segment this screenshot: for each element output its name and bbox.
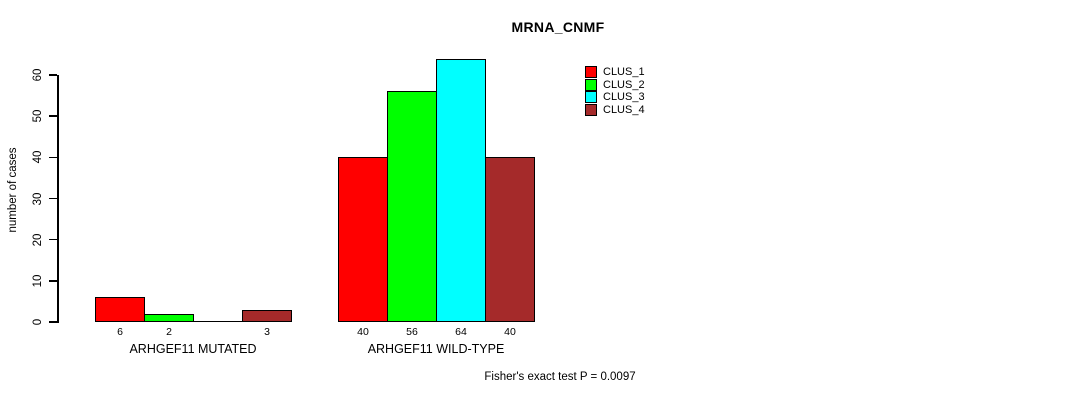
legend-item: CLUS_1 (585, 66, 645, 79)
legend-swatch-icon (585, 91, 597, 104)
bar (144, 313, 194, 322)
y-axis-line (57, 74, 59, 323)
y-tick (49, 238, 57, 241)
bar-value-label: 56 (406, 326, 418, 338)
y-tick-label: 10 (32, 274, 44, 288)
legend-label: CLUS_4 (603, 103, 645, 116)
y-tick (49, 280, 57, 282)
bar-value-label: 40 (504, 326, 516, 338)
bar-value-label: 3 (264, 326, 270, 338)
legend-item: CLUS_3 (585, 91, 645, 104)
legend-item: CLUS_4 (585, 103, 645, 117)
y-tick (49, 197, 57, 200)
bar (338, 157, 388, 322)
y-tick (49, 74, 57, 76)
legend-swatch-icon (585, 66, 597, 79)
y-tick-label: 20 (32, 233, 44, 247)
legend-label: CLUS_2 (603, 78, 645, 91)
chart-title: MRNA_CNMF (511, 19, 605, 35)
y-tick (49, 156, 57, 159)
group-label: ARHGEF11 WILD-TYPE (367, 342, 505, 356)
bar-value-label: 2 (166, 326, 172, 338)
legend-label: CLUS_1 (603, 66, 645, 79)
legend-label: CLUS_3 (603, 91, 645, 104)
y-tick (49, 115, 57, 117)
bar-value-label: 40 (357, 326, 369, 338)
bar-value-label: 64 (455, 326, 467, 338)
bar (436, 58, 486, 322)
legend-swatch-icon (585, 78, 597, 91)
y-tick-label: 50 (32, 109, 44, 123)
y-tick-label: 60 (32, 68, 44, 82)
bar (242, 309, 292, 322)
legend-item: CLUS_2 (585, 78, 645, 92)
legend: CLUS_1 CLUS_2 CLUS_3 CLUS_4 (585, 66, 645, 116)
bar-value-label: 6 (117, 326, 123, 338)
bar (387, 91, 437, 322)
y-tick (49, 321, 57, 323)
y-tick-label: 30 (32, 192, 44, 205)
bar-zero-line (193, 321, 243, 322)
annotation-text: Fisher's exact test P = 0.0097 (484, 371, 636, 383)
bar (95, 297, 145, 322)
group-label: ARHGEF11 MUTATED (129, 342, 257, 356)
y-tick-label: 40 (32, 150, 44, 164)
legend-swatch-icon (585, 103, 597, 116)
bar (485, 157, 535, 322)
y-tick-label: 0 (32, 318, 44, 326)
